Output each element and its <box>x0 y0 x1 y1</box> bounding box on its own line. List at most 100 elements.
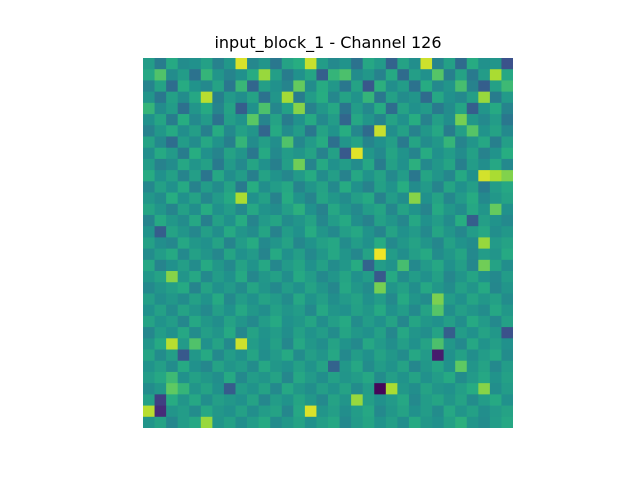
heatmap-cell <box>177 102 190 115</box>
heatmap-cell <box>339 91 352 104</box>
heatmap-cell <box>293 248 306 261</box>
heatmap-cell <box>316 69 329 81</box>
heatmap-cell <box>397 237 410 250</box>
heatmap-cell <box>455 136 468 149</box>
heatmap-cell <box>408 181 421 193</box>
heatmap-cell <box>281 226 294 238</box>
heatmap-cell <box>177 416 190 428</box>
heatmap-cell <box>177 248 190 261</box>
heatmap-cell <box>143 405 155 418</box>
heatmap-cell <box>397 371 410 384</box>
heatmap-cell <box>397 69 410 81</box>
heatmap-cell <box>466 293 479 306</box>
heatmap-cell <box>281 248 294 261</box>
heatmap-cell <box>397 91 410 104</box>
heatmap-cell <box>397 248 410 261</box>
heatmap-cell <box>466 192 479 205</box>
heatmap-cell <box>212 158 225 171</box>
heatmap-cell <box>478 360 491 373</box>
heatmap-cell <box>351 248 364 261</box>
heatmap-cell <box>166 259 179 272</box>
heatmap-cell <box>420 338 433 350</box>
heatmap-cell <box>374 181 387 193</box>
heatmap-cell <box>443 136 456 149</box>
heatmap-cell <box>304 214 317 227</box>
heatmap-cell <box>328 315 340 328</box>
heatmap-cell <box>339 158 352 171</box>
heatmap-cell <box>154 327 167 339</box>
heatmap-cell <box>258 383 271 395</box>
heatmap-cell <box>351 147 364 160</box>
heatmap-cell <box>397 383 410 395</box>
heatmap-cell <box>154 69 167 81</box>
heatmap-cell <box>270 371 283 384</box>
heatmap-cell <box>281 80 294 93</box>
heatmap-cell <box>293 114 306 126</box>
heatmap-cell <box>304 147 317 160</box>
heatmap-cell <box>177 58 190 70</box>
heatmap-cell <box>270 80 283 93</box>
heatmap-cell <box>223 136 236 149</box>
heatmap-cell <box>177 170 190 182</box>
heatmap-cell <box>235 69 248 81</box>
heatmap-cell <box>443 181 456 193</box>
heatmap-cell <box>316 248 329 261</box>
heatmap-cell <box>258 259 271 272</box>
heatmap-cell <box>177 69 190 81</box>
heatmap-cell <box>489 383 502 395</box>
heatmap-cell <box>304 338 317 350</box>
heatmap-cell <box>143 338 155 350</box>
heatmap-cell <box>455 315 468 328</box>
heatmap-cell <box>339 203 352 216</box>
heatmap-cell <box>281 91 294 104</box>
heatmap-cell <box>397 293 410 306</box>
heatmap-cell <box>270 125 283 137</box>
heatmap-cell <box>258 416 271 428</box>
heatmap-cell <box>270 304 283 317</box>
heatmap-cell <box>385 181 398 193</box>
heatmap-cell <box>189 147 202 160</box>
heatmap-cell <box>212 181 225 193</box>
heatmap-cell <box>316 158 329 171</box>
heatmap-cell <box>316 136 329 149</box>
heatmap-cell <box>408 226 421 238</box>
heatmap-cell <box>466 170 479 182</box>
heatmap-cell <box>247 203 260 216</box>
heatmap-cell <box>408 293 421 306</box>
heatmap-cell <box>362 58 375 70</box>
heatmap-cell <box>489 203 502 216</box>
heatmap-cell <box>420 360 433 373</box>
heatmap-cell <box>212 371 225 384</box>
heatmap-cell <box>328 383 340 395</box>
heatmap-cell <box>374 394 387 406</box>
heatmap-cell <box>351 226 364 238</box>
heatmap-cell <box>247 237 260 250</box>
heatmap-cell <box>362 259 375 272</box>
heatmap-cell <box>258 203 271 216</box>
heatmap-cell <box>177 91 190 104</box>
heatmap-cell <box>247 327 260 339</box>
heatmap-cell <box>339 237 352 250</box>
heatmap-cell <box>143 147 155 160</box>
heatmap-cell <box>235 394 248 406</box>
heatmap-cell <box>166 181 179 193</box>
heatmap-cell <box>247 147 260 160</box>
heatmap-cell <box>385 136 398 149</box>
heatmap-cell <box>351 315 364 328</box>
heatmap-cell <box>258 136 271 149</box>
heatmap-cell <box>154 203 167 216</box>
heatmap-cell <box>478 371 491 384</box>
heatmap-cell <box>408 192 421 205</box>
heatmap-cell <box>258 125 271 137</box>
heatmap-cell <box>166 271 179 283</box>
heatmap-cell <box>362 383 375 395</box>
heatmap-cell <box>351 80 364 93</box>
heatmap-cell <box>408 58 421 70</box>
heatmap-cell <box>143 304 155 317</box>
heatmap-cell <box>420 170 433 182</box>
heatmap-cell <box>177 125 190 137</box>
heatmap-cell <box>385 315 398 328</box>
heatmap-cell <box>432 80 445 93</box>
heatmap-cell <box>339 114 352 126</box>
heatmap-cell <box>258 304 271 317</box>
